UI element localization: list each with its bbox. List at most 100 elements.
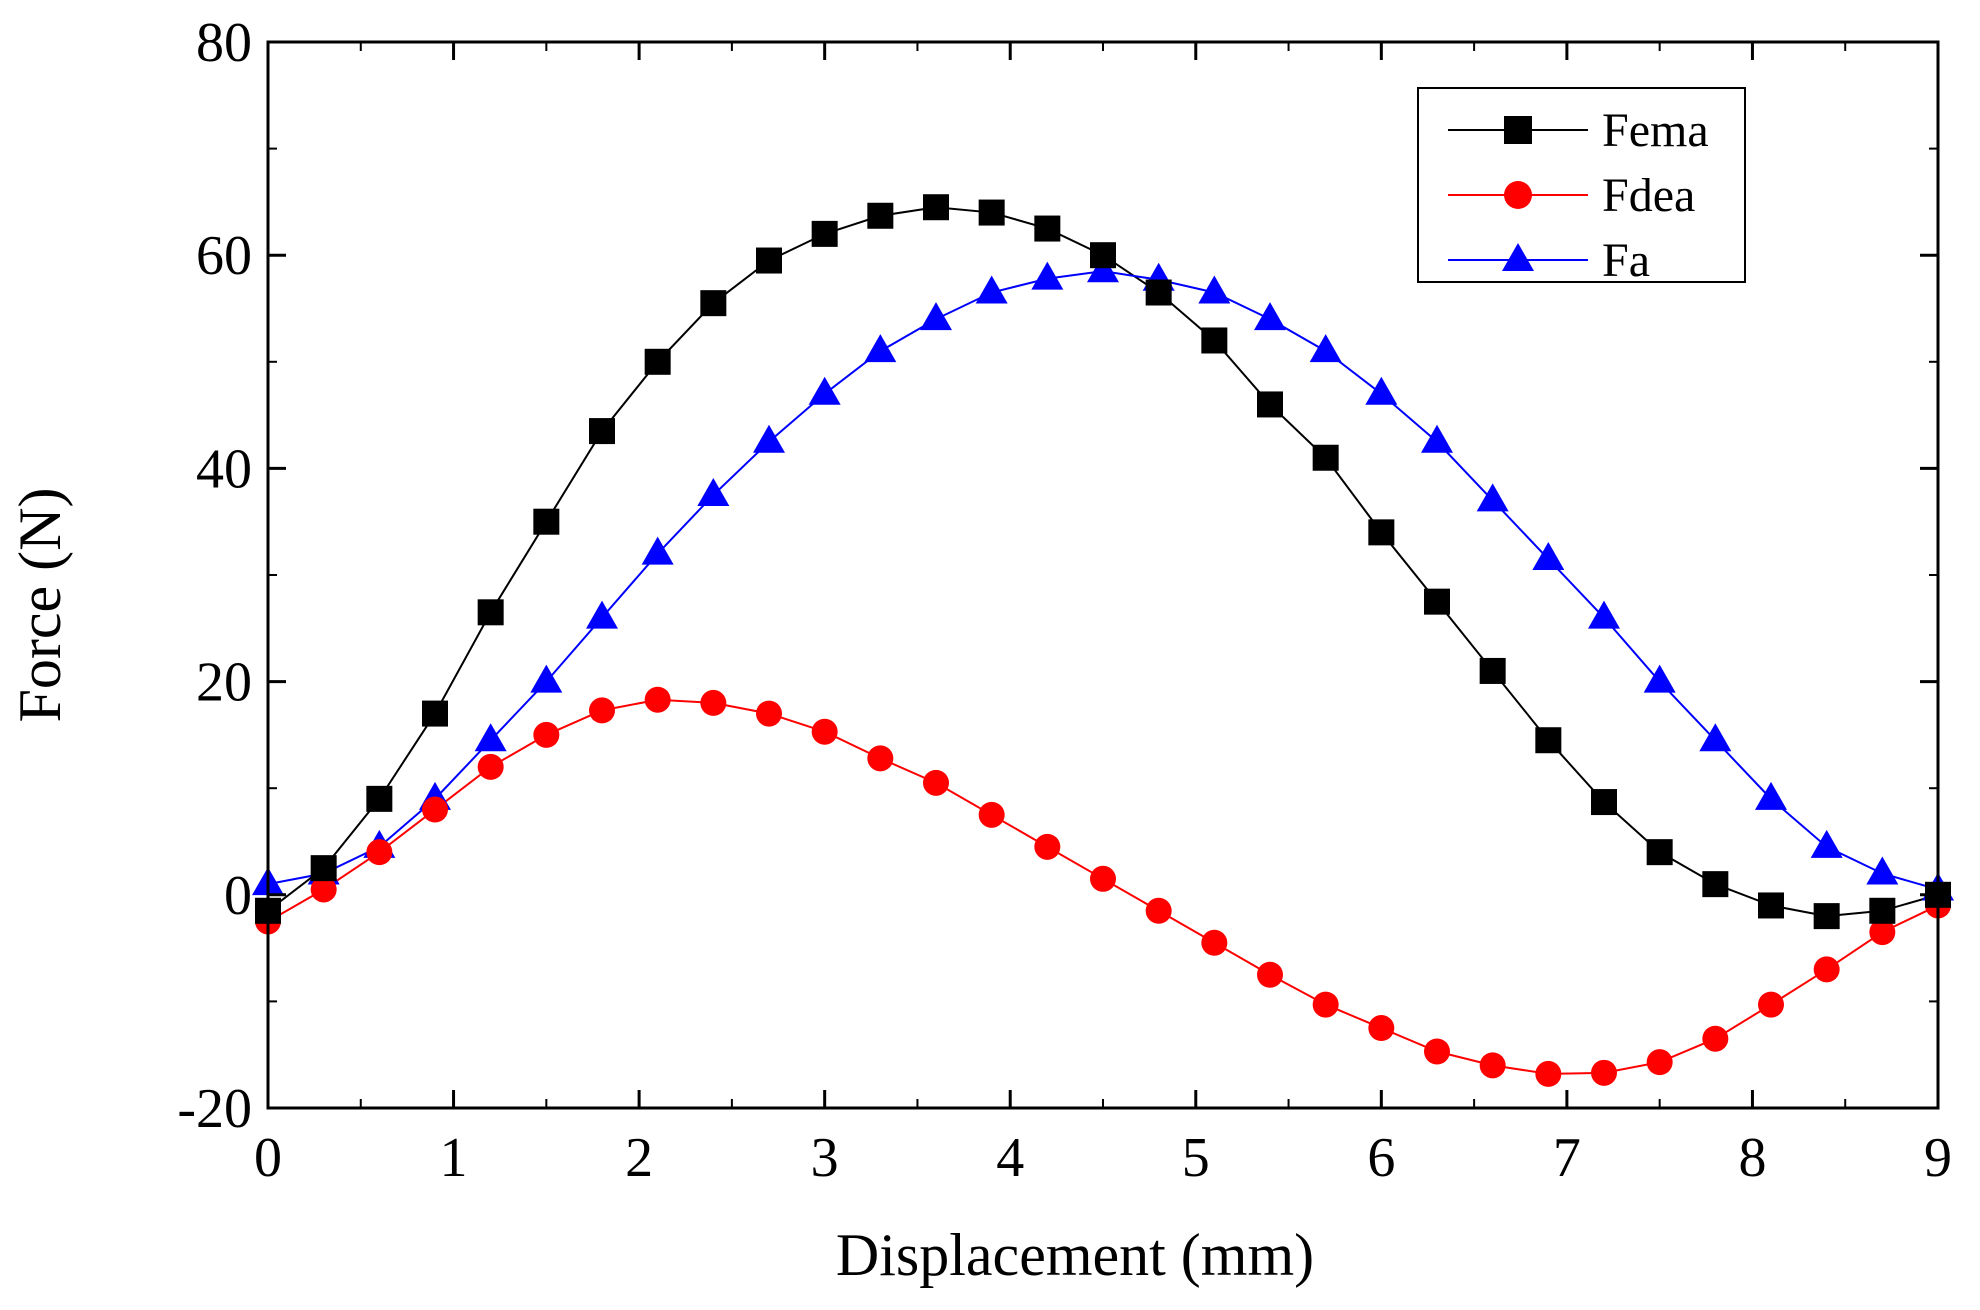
- y-tick-label: 80: [196, 12, 252, 74]
- point-fa: [1810, 829, 1843, 858]
- point-fdea: [589, 697, 615, 724]
- y-axis-title: Force (N): [7, 488, 73, 723]
- point-fema: [1813, 903, 1840, 930]
- series-line-fa: [267, 270, 1939, 891]
- x-tick-label: 2: [625, 1127, 653, 1189]
- legend-label-fema: Fema: [1602, 104, 1709, 157]
- point-fdea: [923, 769, 949, 796]
- point-fdea: [1702, 1025, 1729, 1052]
- legend-label-fa: Fa: [1602, 234, 1650, 287]
- x-tick-label: 4: [996, 1127, 1024, 1189]
- x-tick-label: 1: [440, 1127, 468, 1189]
- point-fema: [1090, 242, 1116, 269]
- x-tick-label: 0: [254, 1127, 282, 1189]
- point-fdea: [1312, 991, 1339, 1018]
- x-tick-label: 7: [1553, 1127, 1581, 1189]
- point-fema: [1591, 789, 1617, 816]
- point-fdea: [1591, 1059, 1617, 1086]
- point-fema: [1034, 215, 1061, 242]
- point-fa: [1254, 302, 1286, 331]
- point-fa: [808, 376, 841, 405]
- point-fdea: [1479, 1052, 1506, 1079]
- x-tick-label: 3: [811, 1127, 839, 1189]
- point-fdea: [422, 796, 448, 823]
- y-tick-label: 20: [196, 652, 252, 714]
- point-fema: [533, 508, 560, 535]
- point-fa: [530, 664, 563, 693]
- point-fa: [697, 478, 730, 507]
- point-fdea: [700, 689, 727, 716]
- point-fema: [867, 202, 894, 229]
- y-tick-label: 0: [224, 865, 252, 927]
- point-fema: [756, 247, 782, 274]
- point-fdea: [1090, 865, 1116, 892]
- y-tick-label: 60: [196, 225, 252, 287]
- point-fema: [978, 199, 1005, 226]
- point-fema: [1257, 391, 1283, 418]
- point-fdea: [811, 718, 838, 745]
- point-fa: [1643, 664, 1676, 693]
- series-layer: [252, 194, 1954, 1087]
- legend-marker-fa: [1502, 243, 1534, 271]
- point-fema: [1702, 871, 1729, 898]
- point-fema: [1869, 897, 1896, 924]
- point-fema: [366, 785, 393, 812]
- point-fdea: [1646, 1049, 1673, 1076]
- point-fdea: [1145, 897, 1172, 924]
- point-fema: [700, 290, 727, 317]
- point-fa: [1588, 600, 1620, 629]
- point-fdea: [533, 721, 560, 748]
- point-fdea: [756, 700, 782, 727]
- point-fa: [1365, 376, 1398, 405]
- x-tick-label: 5: [1182, 1127, 1210, 1189]
- point-fema: [923, 194, 949, 221]
- point-fa: [1532, 542, 1565, 571]
- point-fema: [1145, 279, 1172, 306]
- point-fa: [1198, 275, 1231, 304]
- point-fa: [586, 600, 618, 629]
- point-fema: [422, 700, 448, 727]
- point-fdea: [1368, 1015, 1395, 1042]
- point-fema: [1368, 519, 1395, 546]
- legend-marker-fdea: [1504, 181, 1532, 209]
- point-fema: [811, 220, 838, 247]
- point-fa: [975, 275, 1008, 304]
- point-fa: [474, 723, 507, 752]
- point-fdea: [1257, 961, 1283, 988]
- point-fdea: [1813, 956, 1840, 983]
- point-fa: [1031, 261, 1064, 290]
- point-fdea: [867, 745, 894, 772]
- point-fema: [589, 418, 615, 445]
- point-fdea: [366, 839, 393, 866]
- point-fa: [1866, 856, 1899, 885]
- legend: Fema Fdea Fa: [1417, 87, 1746, 287]
- point-fdea: [1201, 929, 1228, 956]
- point-fa: [864, 334, 897, 363]
- point-fdea: [310, 876, 337, 903]
- point-fdea: [644, 686, 671, 713]
- point-fema: [1535, 727, 1562, 754]
- point-fdea: [978, 801, 1005, 828]
- point-fema: [477, 599, 504, 626]
- point-fdea: [1034, 833, 1061, 860]
- x-tick-label: 6: [1367, 1127, 1395, 1189]
- point-fema: [1646, 839, 1673, 866]
- y-tick-label: 40: [196, 438, 252, 500]
- point-fema: [644, 348, 671, 375]
- point-fdea: [1758, 991, 1784, 1018]
- point-fema: [1201, 327, 1228, 354]
- point-fdea: [1424, 1038, 1450, 1065]
- point-fa: [1699, 723, 1732, 752]
- y-tick-label: -20: [177, 1078, 252, 1140]
- point-fa: [753, 424, 785, 453]
- legend-marker-fema: [1504, 116, 1532, 144]
- point-fa: [1755, 781, 1787, 810]
- point-fema: [1758, 892, 1784, 919]
- point-fema: [1312, 444, 1339, 471]
- point-fdea: [1869, 919, 1896, 946]
- series-line-fema: [267, 206, 1939, 918]
- point-fdea: [477, 753, 504, 780]
- point-fdea: [1535, 1060, 1562, 1087]
